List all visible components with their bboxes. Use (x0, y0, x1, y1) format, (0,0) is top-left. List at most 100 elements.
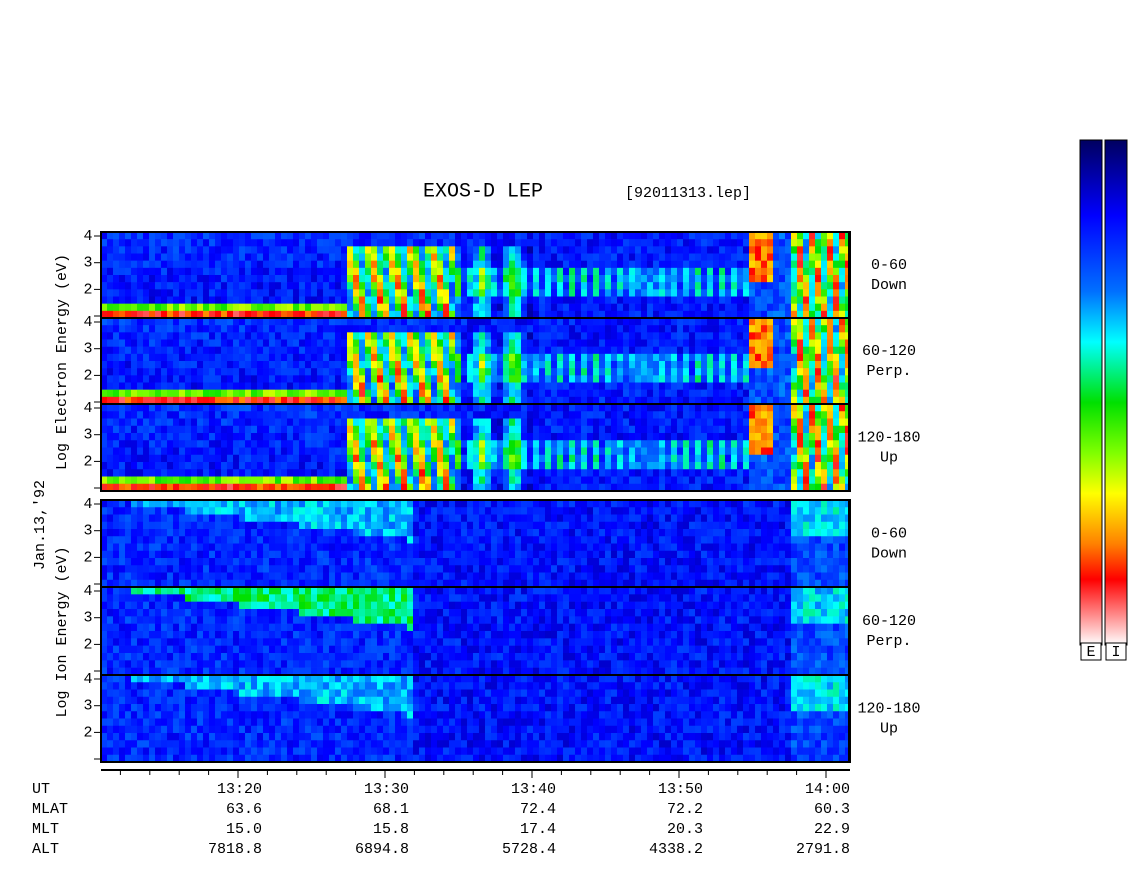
spectrogram-cell (245, 275, 252, 283)
spectrogram-cell (335, 310, 342, 319)
spectrogram-cell (473, 303, 480, 312)
spectrogram-cell (191, 543, 198, 552)
spectrogram-cell (287, 396, 294, 405)
spectrogram-cell (419, 232, 426, 240)
spectrogram-cell (635, 346, 642, 355)
spectrogram-cell (431, 253, 438, 261)
spectrogram-cell (479, 332, 486, 340)
spectrogram-cell (767, 246, 774, 254)
spectrogram-cell (125, 389, 132, 398)
spectrogram-cell (731, 483, 738, 492)
spectrogram-cell (515, 433, 522, 441)
spectrogram-cell (473, 239, 480, 247)
spectrogram-cell (455, 318, 462, 326)
spectrogram-cell (455, 253, 462, 261)
spectrogram-cell (185, 565, 192, 573)
spectrogram-cell (557, 303, 564, 312)
spectrogram-cell (287, 361, 294, 369)
spectrogram-cell (341, 318, 348, 326)
spectrogram-cell (443, 353, 450, 362)
spectrogram-cell (797, 318, 804, 326)
spectrogram-cell (635, 282, 642, 290)
spectrogram-cell (119, 536, 126, 544)
spectrogram-cell (803, 246, 810, 254)
spectrogram-cell (215, 433, 222, 441)
spectrogram-cell (467, 289, 474, 297)
spectrogram-cell (239, 536, 246, 544)
spectrogram-cell (473, 462, 480, 470)
spectrogram-cell (767, 346, 774, 355)
spectrogram-cell (323, 425, 330, 434)
spectrogram-cell (743, 440, 750, 448)
spectrogram-cell (485, 253, 492, 261)
spectrogram-cell (311, 339, 318, 347)
spectrogram-cell (185, 425, 192, 434)
spectrogram-cell (305, 447, 312, 456)
spectrogram-cell (173, 332, 180, 340)
spectrogram-cell (329, 332, 336, 340)
spectrogram-cell (635, 232, 642, 240)
spectrogram-cell (713, 246, 720, 254)
spectrogram-cell (257, 296, 264, 304)
spectrogram-cell (791, 382, 798, 390)
spectrogram-cell (779, 476, 786, 485)
spectrogram-cell (797, 462, 804, 470)
y-axis-label: Log Ion Energy (eV) (54, 546, 71, 717)
spectrogram-cell (743, 303, 750, 312)
spectrogram-cell (797, 440, 804, 448)
spectrogram-cell (833, 382, 840, 390)
spectrogram-cell (527, 346, 534, 355)
spectrogram-cell (371, 346, 378, 355)
spectrogram-cell (485, 440, 492, 448)
spectrogram-cell (575, 411, 582, 419)
spectrogram-cell (419, 418, 426, 427)
spectrogram-cell (695, 289, 702, 297)
spectrogram-cell (335, 267, 342, 276)
spectrogram-cell (815, 253, 822, 261)
spectrogram-cell (767, 361, 774, 369)
spectrogram-cell (323, 404, 330, 412)
spectrogram-cell (383, 382, 390, 390)
spectrogram-cell (803, 382, 810, 390)
spectrogram-cell (725, 483, 732, 492)
spectrogram-cell (203, 507, 210, 515)
spectrogram-cell (299, 454, 306, 463)
spectrogram-cell (377, 318, 384, 326)
spectrogram-cell (137, 572, 144, 581)
spectrogram-cell (221, 246, 228, 254)
spectrogram-cell (419, 289, 426, 297)
spectrogram-cell (635, 418, 642, 427)
spectrogram-cell (257, 514, 264, 523)
spectrogram-cell (287, 353, 294, 362)
spectrogram-cell (701, 396, 708, 405)
spectrogram-cell (365, 425, 372, 434)
spectrogram-cell (461, 396, 468, 405)
spectrogram-cell (245, 382, 252, 390)
spectrogram-cell (395, 339, 402, 347)
spectrogram-cell (191, 558, 198, 566)
spectrogram-cell (407, 469, 414, 477)
spectrogram-cell (131, 267, 138, 276)
spectrogram-cell (149, 558, 156, 566)
spectrogram-cell (527, 339, 534, 347)
spectrogram-cell (575, 433, 582, 441)
spectrogram-cell (527, 325, 534, 333)
spectrogram-cell (761, 282, 768, 290)
spectrogram-cell (401, 346, 408, 355)
spectrogram-cell (515, 318, 522, 326)
spectrogram-cell (221, 232, 228, 240)
spectrogram-cell (515, 418, 522, 427)
spectrogram-cell (767, 260, 774, 269)
spectrogram-cell (809, 289, 816, 297)
spectrogram-cell (533, 404, 540, 412)
spectrogram-cell (491, 353, 498, 362)
spectrogram-cell (221, 483, 228, 492)
spectrogram-cell (107, 483, 114, 492)
spectrogram-cell (557, 361, 564, 369)
spectrogram-cell (731, 260, 738, 269)
spectrogram-cell (845, 303, 849, 312)
spectrogram-cell (653, 433, 660, 441)
spectrogram-cell (287, 375, 294, 383)
spectrogram-cell (557, 253, 564, 261)
spectrogram-cell (521, 253, 528, 261)
